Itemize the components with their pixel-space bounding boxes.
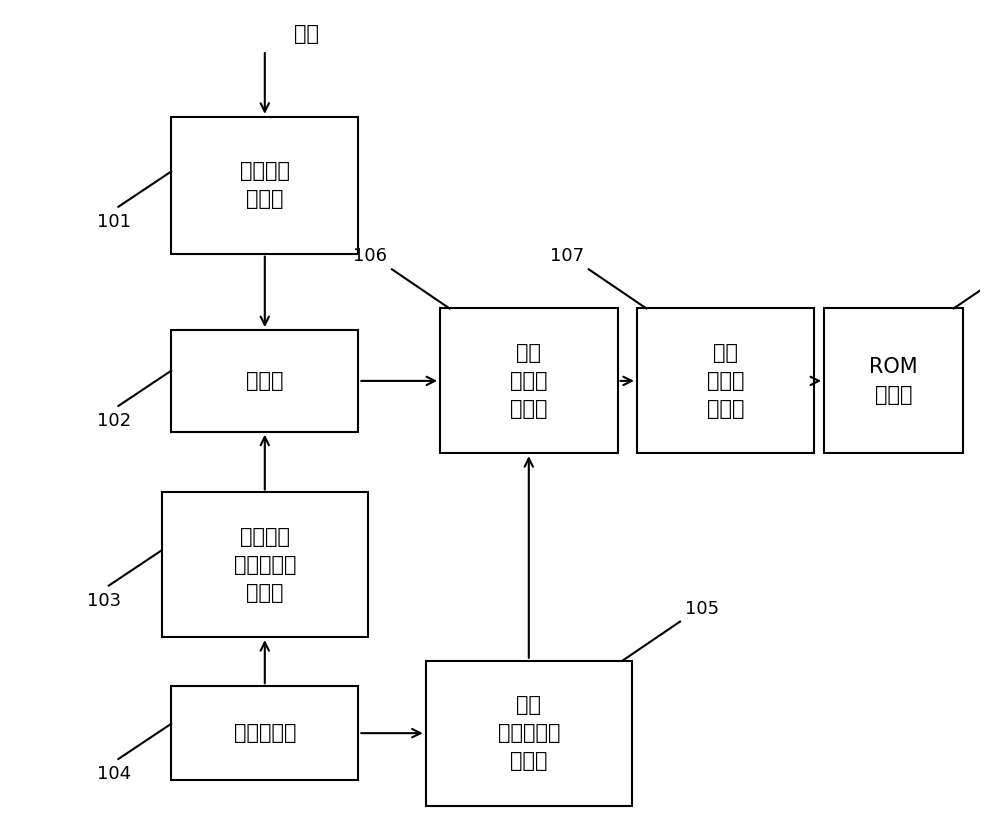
Bar (171, 686, 358, 780)
Text: 103: 103 (87, 592, 121, 610)
Bar (162, 493, 368, 637)
Text: 105: 105 (685, 600, 719, 618)
Bar (824, 308, 963, 453)
Text: 101: 101 (97, 213, 131, 231)
Bar (171, 117, 358, 254)
Text: 数据变化
检测器: 数据变化 检测器 (240, 162, 290, 209)
Text: 104: 104 (97, 765, 131, 784)
Bar (440, 308, 618, 453)
Text: 数据: 数据 (294, 24, 319, 44)
Bar (637, 308, 814, 453)
Bar (426, 661, 632, 806)
Text: 载波
相位控制字
发生器: 载波 相位控制字 发生器 (498, 695, 560, 771)
Text: 频率选择器: 频率选择器 (234, 723, 296, 743)
Text: 102: 102 (97, 412, 131, 430)
Text: 106: 106 (353, 247, 387, 265)
Bar (171, 330, 358, 432)
Text: ROM
查找表: ROM 查找表 (869, 357, 918, 405)
Text: 相位
控制字
累加器: 相位 控制字 累加器 (707, 343, 744, 419)
Text: 选通器: 选通器 (246, 371, 284, 391)
Text: 相位
控制字
计算器: 相位 控制字 计算器 (510, 343, 548, 419)
Text: 额外累加
相位控制字
发生器: 额外累加 相位控制字 发生器 (234, 527, 296, 603)
Text: 107: 107 (550, 247, 584, 265)
